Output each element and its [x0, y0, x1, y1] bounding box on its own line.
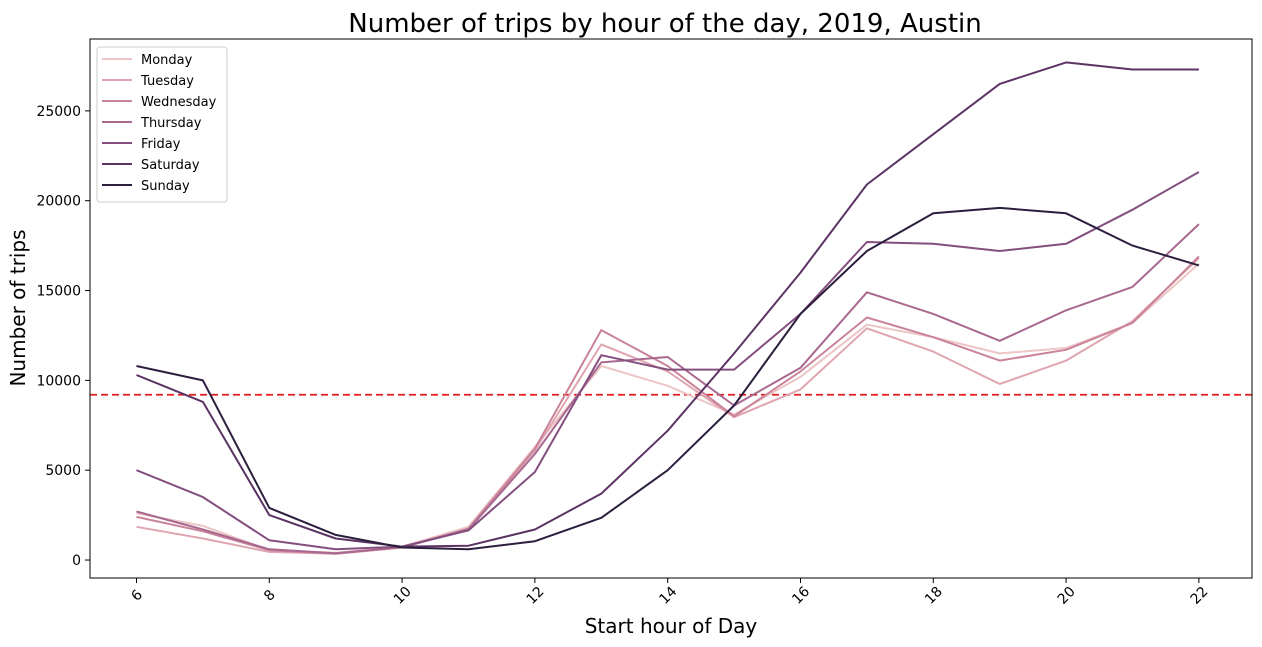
series-line-friday	[136, 171, 1200, 551]
legend-label: Wednesday	[141, 95, 217, 110]
series-line-monday	[136, 262, 1200, 554]
y-tick-label: 15000	[36, 284, 81, 300]
series-line-thursday	[136, 223, 1200, 555]
legend-label: Thursday	[140, 116, 202, 131]
plot-area	[90, 61, 1252, 555]
x-tick-label: 12	[524, 584, 548, 608]
y-tick-label: 20000	[36, 194, 81, 210]
x-tick-label: 14	[656, 584, 680, 608]
x-tick-label: 16	[789, 584, 813, 608]
legend-label: Sunday	[141, 179, 190, 194]
x-tick-label: 10	[391, 584, 415, 608]
x-tick-label: 8	[261, 587, 279, 605]
y-tick-label: 0	[72, 553, 81, 569]
plot-frame	[89, 38, 1253, 579]
series-line-tuesday	[136, 257, 1200, 555]
legend-label: Monday	[141, 53, 193, 68]
x-tick-label: 22	[1188, 584, 1212, 608]
y-tick-label: 10000	[36, 373, 81, 389]
legend-label: Saturday	[141, 158, 200, 173]
y-tick-label: 25000	[36, 104, 81, 120]
legend: Monday Tuesday Wednesday Thursday Friday Satu…	[96, 46, 228, 203]
legend-label: Friday	[141, 137, 181, 152]
x-tick-label: 20	[1055, 584, 1079, 608]
x-axis: 6 8 10 12 14 16 18 20 22	[128, 578, 1212, 608]
chart-title: Number of trips by hour of the day, 2019…	[348, 9, 981, 39]
x-tick-label: 6	[128, 587, 146, 605]
series-line-wednesday	[136, 255, 1200, 555]
y-tick-label: 5000	[45, 463, 81, 479]
series-line-sunday	[136, 206, 1200, 551]
y-axis-label: Number of trips	[6, 229, 30, 386]
x-axis-label: Start hour of Day	[585, 614, 758, 638]
x-tick-label: 18	[922, 584, 946, 608]
legend-label: Tuesday	[140, 74, 194, 89]
series-line-saturday	[136, 61, 1199, 548]
y-axis: 0 5000 10000 15000 20000 25000	[36, 104, 90, 569]
